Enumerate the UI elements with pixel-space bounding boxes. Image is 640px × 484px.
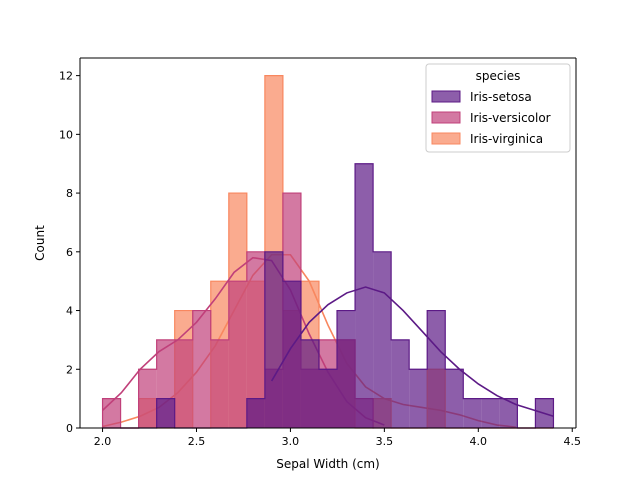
bar-iris-setosa-9 xyxy=(264,251,283,428)
bar-iris-setosa-12 xyxy=(318,369,338,428)
bar-iris-setosa-11 xyxy=(300,339,319,428)
bar-iris-versicolor-5 xyxy=(192,310,211,428)
y-tick-label-2: 4 xyxy=(66,305,73,318)
bar-iris-versicolor-6 xyxy=(210,339,229,428)
y-tick-label-0: 0 xyxy=(66,422,73,435)
y-tick-label-6: 12 xyxy=(59,70,73,83)
legend-swatch-iris-versicolor xyxy=(431,111,461,124)
y-tick-label-3: 6 xyxy=(66,246,73,259)
bar-iris-versicolor-2 xyxy=(138,369,157,428)
kde-iris-setosa xyxy=(270,286,554,418)
x-tick-label-5: 4.5 xyxy=(563,435,581,448)
bar-iris-setosa-20 xyxy=(463,398,482,428)
legend-label-iris-versicolor: Iris-versicolor xyxy=(470,111,551,125)
x-tick-label-0: 2.0 xyxy=(94,435,112,448)
bar-iris-setosa-22 xyxy=(499,398,518,428)
x-axis-label: Sepal Width (cm) xyxy=(276,457,379,471)
legend-entries: Iris-setosa Iris-versicolor Iris-virginica xyxy=(431,90,551,146)
bar-iris-setosa-19 xyxy=(445,369,464,428)
bar-iris-setosa-18 xyxy=(427,310,446,428)
y-axis-label: Count xyxy=(33,225,47,261)
y-tick-label-4: 8 xyxy=(66,187,73,200)
x-tick-label-1: 2.5 xyxy=(188,435,206,448)
bar-iris-versicolor-8 xyxy=(246,251,265,428)
bar-iris-setosa-14 xyxy=(355,163,374,428)
bar-iris-versicolor-7 xyxy=(228,281,247,428)
bar-iris-setosa-3 xyxy=(156,398,175,428)
series-iris-setosa xyxy=(102,163,555,429)
y-tick-label-1: 2 xyxy=(66,363,73,376)
legend-label-iris-setosa: Iris-setosa xyxy=(470,90,532,104)
x-tick-label-2: 3.0 xyxy=(282,435,300,448)
bar-iris-setosa-8 xyxy=(246,398,265,428)
bar-iris-setosa-21 xyxy=(481,398,500,428)
plot-area xyxy=(101,75,555,429)
x-tick-label-3: 3.5 xyxy=(376,435,394,448)
axes: 2.0 2.5 3.0 3.5 4.0 4.5 0 2 4 6 8 10 12 xyxy=(59,57,581,448)
legend: species Iris-setosa Iris-versicolor Iris-v… xyxy=(425,63,571,153)
legend-frame xyxy=(425,63,571,153)
legend-swatch-iris-setosa xyxy=(431,90,461,103)
legend-swatch-iris-virginica xyxy=(431,132,461,145)
bar-iris-versicolor-4 xyxy=(174,339,193,428)
bar-iris-setosa-16 xyxy=(391,339,410,428)
bar-iris-versicolor-0 xyxy=(102,398,121,428)
bar-iris-setosa-17 xyxy=(409,369,428,428)
legend-label-iris-virginica: Iris-virginica xyxy=(470,132,543,146)
bar-iris-setosa-10 xyxy=(282,281,301,428)
legend-title: species xyxy=(476,69,521,83)
bar-iris-setosa-13 xyxy=(337,310,356,428)
y-tick-label-5: 10 xyxy=(59,128,73,141)
bar-iris-setosa-15 xyxy=(373,251,392,428)
x-tick-label-4: 4.0 xyxy=(470,435,488,448)
